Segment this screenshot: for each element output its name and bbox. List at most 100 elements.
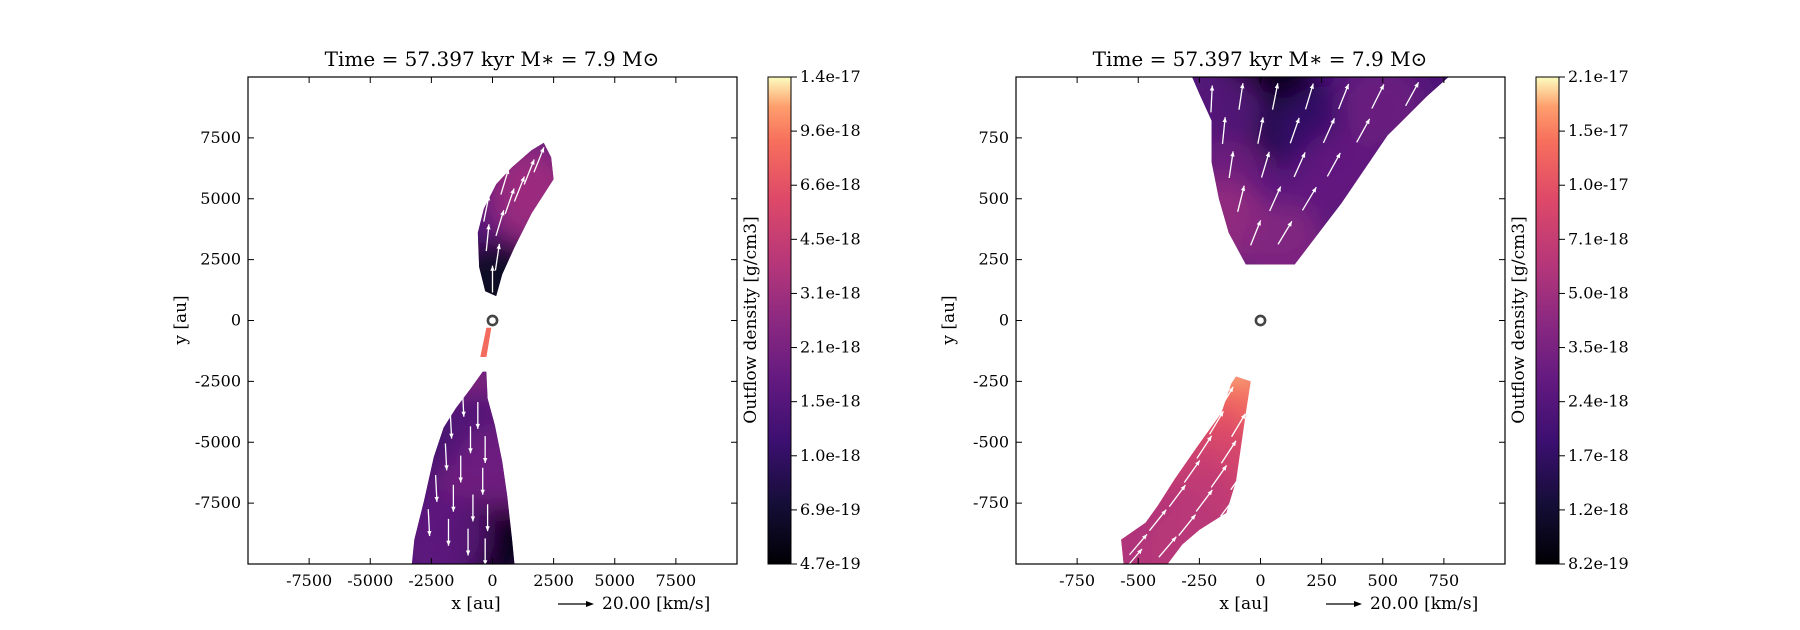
axis-ticks: -7500 -5000 -2500 0 2500 5000 7500 -7500 -5000 -2… xyxy=(195,77,737,590)
reference-vector-label: 20.00 [km/s] xyxy=(1370,594,1478,614)
velocity-vector xyxy=(1250,220,1262,246)
colorbar-tick-label: 2.1e-18 xyxy=(800,338,861,357)
velocity-vector xyxy=(446,518,451,546)
colorbar-tick-label: 6.9e-19 xyxy=(800,500,861,519)
colorbar-tick-label: 1.4e-17 xyxy=(800,67,861,86)
x-tick-label: -250 xyxy=(1181,571,1217,590)
reference-vector-label: 20.00 [km/s] xyxy=(602,594,710,614)
velocity-vector xyxy=(451,484,456,512)
colorbar-tick-label: 1.7e-18 xyxy=(1568,446,1629,465)
colorbar-tick-label: 2.1e-17 xyxy=(1568,67,1629,86)
velocity-vector xyxy=(1271,83,1279,110)
y-tick-label: -7500 xyxy=(195,493,241,512)
x-tick-label: 500 xyxy=(1367,571,1398,590)
colorbar-tick-label: 3.5e-18 xyxy=(1568,338,1629,357)
density-sample xyxy=(1338,77,1427,151)
velocity-vector xyxy=(468,426,473,454)
colorbar-tick-label: 3.1e-18 xyxy=(800,283,861,302)
outflow-lobe-south xyxy=(1121,376,1251,564)
x-tick-label: 750 xyxy=(1429,571,1460,590)
colorbar-tick-label: 1.0e-17 xyxy=(1568,175,1629,194)
velocity-vector xyxy=(1326,152,1341,177)
x-tick-label: 2500 xyxy=(533,571,574,590)
left-panel: Time = 57.397 kyr M∗ = 7.9 M⊙ -7500 -5000… xyxy=(171,47,861,614)
velocity-vector xyxy=(1230,467,1247,491)
velocity-vector xyxy=(494,243,501,271)
reference-arrow-head xyxy=(586,601,594,607)
colorbar-ticks: 4.7e-19 6.9e-19 1.0e-18 1.5e-18 2.1e-18 3.1e-… xyxy=(791,67,861,573)
velocity-vector xyxy=(444,443,449,471)
colorbar-tick-label: 1.5e-18 xyxy=(800,392,861,411)
y-tick-label: 0 xyxy=(999,311,1009,330)
x-tick-label: 0 xyxy=(487,571,497,590)
y-tick-label: 0 xyxy=(231,311,241,330)
y-axis-label: y [au] xyxy=(171,295,191,345)
density-sample xyxy=(477,239,539,297)
velocity-vector xyxy=(1237,185,1246,212)
x-tick-label: -7500 xyxy=(286,571,332,590)
density-sample xyxy=(490,154,554,243)
density-sample xyxy=(455,422,515,511)
colorbar-label: Outflow density [g/cm3] xyxy=(1509,216,1529,423)
reference-arrow-head xyxy=(1354,601,1362,607)
velocity-vector xyxy=(1124,548,1143,570)
velocity-vector xyxy=(1260,151,1270,178)
outflow-lobe-south xyxy=(411,371,515,564)
x-tick-label: -2500 xyxy=(408,571,454,590)
velocity-vector xyxy=(465,528,471,556)
velocity-vector xyxy=(490,265,495,293)
velocity-vector xyxy=(1187,541,1207,563)
panel-title: Time = 57.397 kyr M∗ = 7.9 M⊙ xyxy=(1093,47,1428,71)
velocity-vector xyxy=(434,475,439,502)
x-tick-label: 5000 xyxy=(594,571,635,590)
velocity-vector xyxy=(485,224,491,252)
outflow-lobe-north xyxy=(477,142,554,297)
x-tick-label: 0 xyxy=(1255,571,1265,590)
velocity-vector xyxy=(1205,519,1223,541)
y-tick-label: 750 xyxy=(978,128,1009,147)
velocity-vector xyxy=(1269,186,1282,212)
colorbar-tick-label: 7.1e-18 xyxy=(1568,229,1629,248)
y-tick-label: 5000 xyxy=(200,189,241,208)
y-tick-label: -750 xyxy=(973,493,1009,512)
right-panel: Time = 57.397 kyr M∗ = 7.9 M⊙ -750 -500 -2… xyxy=(939,47,1629,614)
velocity-vector xyxy=(470,494,476,522)
y-tick-label: -500 xyxy=(973,432,1009,451)
velocity-vector xyxy=(1371,84,1385,109)
velocity-vector xyxy=(480,467,485,495)
star-marker xyxy=(1254,314,1267,327)
velocity-vector xyxy=(427,509,432,537)
velocity-vector xyxy=(1231,413,1246,438)
velocity-vector xyxy=(1195,489,1213,512)
density-sample xyxy=(411,490,488,564)
colorbar-tick-label: 8.2e-19 xyxy=(1568,554,1629,573)
colorbar-tick-label: 9.6e-18 xyxy=(800,121,861,140)
density-sample xyxy=(1240,203,1329,265)
velocity-vector xyxy=(1405,81,1420,107)
colorbar-tick-label: 4.7e-19 xyxy=(800,554,861,573)
velocity-vector xyxy=(485,504,490,532)
velocity-vector xyxy=(1210,464,1228,488)
y-tick-label: -250 xyxy=(973,371,1009,390)
star-marker xyxy=(486,314,499,327)
velocity-vector xyxy=(523,159,535,185)
y-tick-label: -5000 xyxy=(195,432,241,451)
velocity-vector xyxy=(1289,117,1300,144)
density-sample xyxy=(480,327,492,357)
x-axis-label: x [au] xyxy=(1219,594,1268,614)
velocity-vector xyxy=(483,436,488,464)
x-tick-label: -500 xyxy=(1120,571,1156,590)
y-tick-label: 250 xyxy=(978,250,1009,269)
colorbar-tick-label: 6.6e-18 xyxy=(800,175,861,194)
velocity-vector xyxy=(458,455,463,483)
velocity-vector xyxy=(1338,83,1350,110)
x-tick-label: -5000 xyxy=(347,571,393,590)
x-tick-label: 7500 xyxy=(656,571,697,590)
velocity-vector xyxy=(1304,83,1314,110)
colorbar-ticks: 8.2e-19 1.2e-18 1.7e-18 2.4e-18 3.5e-18 5.0e-… xyxy=(1559,67,1629,573)
reference-vector: 20.00 [km/s] xyxy=(558,594,710,614)
velocity-vector xyxy=(475,402,480,429)
velocity-vector xyxy=(1183,460,1201,483)
colorbar-tick-label: 1.5e-17 xyxy=(1568,121,1629,140)
